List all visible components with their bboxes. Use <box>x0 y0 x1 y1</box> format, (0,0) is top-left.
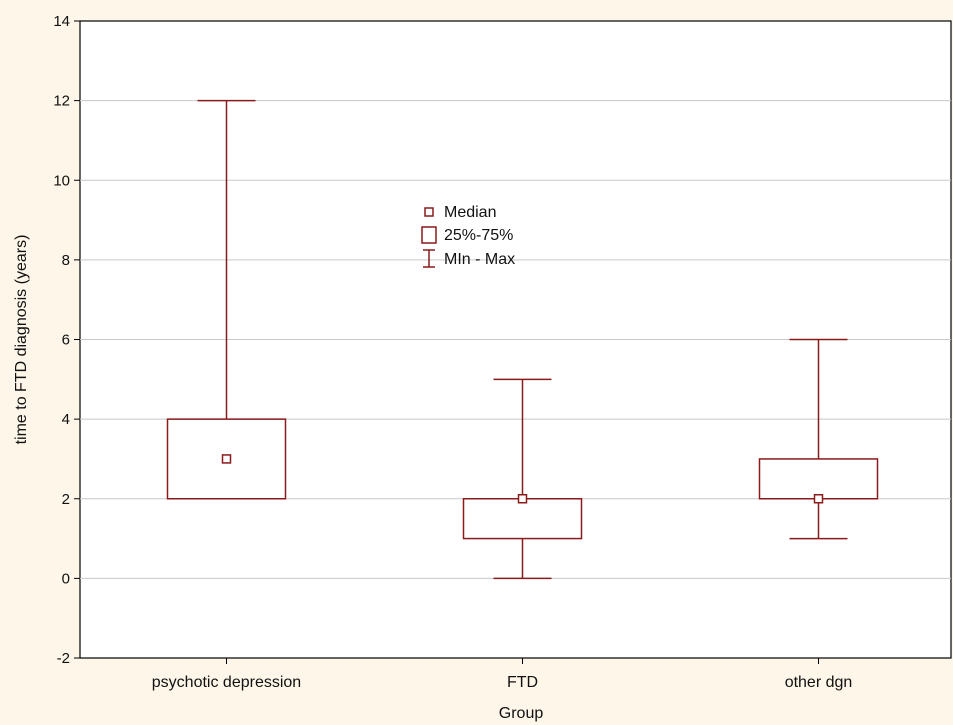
median-marker <box>517 494 528 504</box>
x-tick-label: FTD <box>507 674 538 691</box>
y-tick-label: 4 <box>62 411 70 428</box>
x-axis-title: Group <box>499 705 544 722</box>
legend-label: MIn - Max <box>444 251 515 268</box>
y-tick-label: 6 <box>62 332 70 349</box>
median-marker <box>221 454 232 464</box>
y-axis: -2 0 2 4 6 8 10 12 14 <box>53 13 80 667</box>
y-tick-label: 14 <box>53 13 70 30</box>
median-marker <box>813 494 824 504</box>
legend-item: 25%-75% <box>421 226 513 244</box>
y-tick-label: 0 <box>62 570 70 587</box>
y-tick-label: 8 <box>62 252 70 269</box>
y-tick-label: 12 <box>53 93 70 110</box>
x-tick-label: other dgn <box>785 674 853 691</box>
box-3 <box>758 338 879 540</box>
x-axis: psychotic depression FTD other dgn <box>152 658 853 691</box>
legend-box-icon <box>421 226 437 244</box>
boxes-group <box>166 99 879 580</box>
legend-item: MIn - Max <box>423 249 515 268</box>
box-1 <box>166 99 287 500</box>
y-tick-label: -2 <box>57 650 70 667</box>
legend: Median 25%-75% MIn - Max <box>421 204 515 268</box>
legend-label: Median <box>444 204 496 221</box>
y-axis-title: time to FTD diagnosis (years) <box>13 235 30 445</box>
box-2 <box>462 378 583 580</box>
x-tick-label: psychotic depression <box>152 674 301 691</box>
legend-label: 25%-75% <box>444 227 513 244</box>
y-tick-label: 2 <box>62 491 70 508</box>
legend-median-icon <box>424 207 434 217</box>
box-iqr <box>166 418 287 500</box>
y-tick-label: 10 <box>53 172 70 189</box>
legend-item: Median <box>424 204 496 221</box>
